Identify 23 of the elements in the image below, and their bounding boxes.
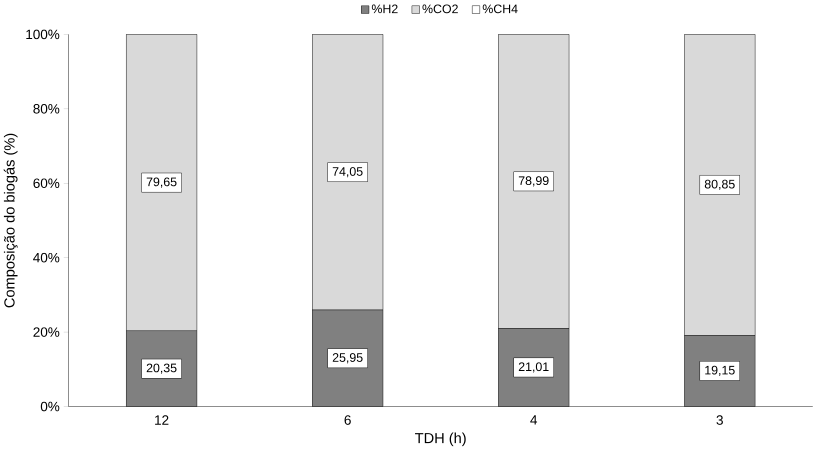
legend-label: %CH4 (482, 4, 518, 14)
data-label: 80,85 (704, 180, 735, 190)
x-tick-label: 12 (155, 415, 168, 425)
legend-label: %CO2 (422, 4, 458, 14)
y-tick-label: 0% (40, 402, 60, 412)
data-label: 21,01 (518, 362, 549, 373)
y-tick-label: 100% (26, 30, 60, 40)
y-tick-label: 60% (33, 178, 60, 188)
x-tick-label: 4 (530, 415, 538, 425)
data-label: 78,99 (518, 176, 549, 187)
y-axis-title: Composição do biogás (%) (4, 134, 18, 308)
y-tick-label: 80% (33, 104, 60, 114)
data-label: 20,35 (146, 364, 177, 374)
y-tick-label: 20% (33, 327, 60, 337)
data-label: 74,05 (332, 167, 363, 178)
x-tick-label: 6 (344, 415, 351, 425)
data-label: 25,95 (332, 353, 363, 364)
legend-label: %H2 (372, 4, 398, 14)
data-label: 79,65 (146, 178, 177, 188)
data-label: 19,15 (705, 366, 735, 376)
x-axis-title: TDH (h) (415, 432, 466, 446)
y-tick-label: 40% (33, 252, 60, 262)
x-tick-label: 3 (716, 415, 723, 425)
